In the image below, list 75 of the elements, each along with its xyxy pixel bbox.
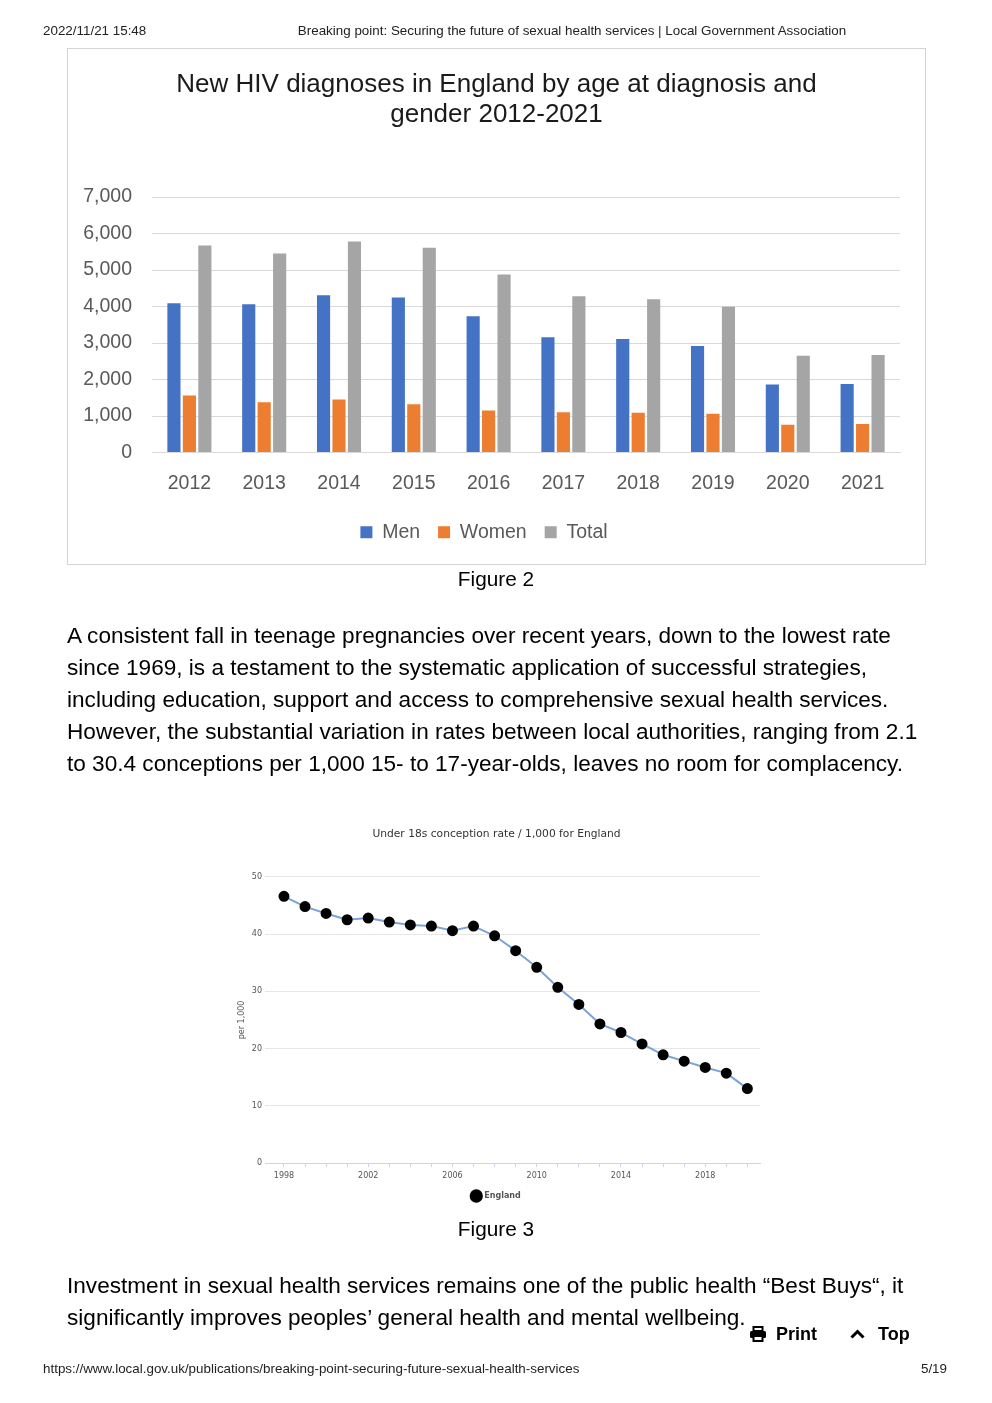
bar <box>482 410 496 452</box>
bar <box>182 395 196 452</box>
y-tick-label: 7,000 <box>83 184 133 207</box>
x-tick-label: 1998 <box>273 1170 295 1180</box>
legend-label: Men <box>382 519 421 542</box>
bar <box>347 241 362 452</box>
x-tick-label: 2018 <box>695 1170 716 1180</box>
y-axis-title: per 1,000 <box>236 1000 246 1040</box>
y-tick-label: 5,000 <box>83 257 133 280</box>
x-tick-label: 2015 <box>392 470 436 493</box>
bar <box>257 402 271 452</box>
bar <box>316 295 331 452</box>
bar <box>497 274 511 452</box>
y-tick-label: 0 <box>121 439 133 462</box>
bar <box>242 304 256 452</box>
text: https://www.local.gov.uk/publications/breaking-point-securing-future-sexual-health-services <box>43 1360 580 1378</box>
y-tick-label: 3,000 <box>83 330 133 353</box>
x-tick-label: 2014 <box>317 470 361 493</box>
bar <box>332 399 346 452</box>
bar <box>391 297 405 452</box>
text: 5/19 <box>920 1360 947 1378</box>
bar <box>647 299 661 452</box>
bar <box>856 424 870 452</box>
bar <box>556 412 570 452</box>
text: A consistent fall in teenage pregnancies over recent years, down to the lowest rate since 1969, is a testament to the systematic application of successful strategies, including education, support and access to comprehensive sexual health services. However, the substantial variation in rates between local authorities, ranging from 2.1 to 30.4 conceptions per 1,000 15- to 17-year-olds, leaves no room for complacency. <box>67 622 919 778</box>
x-tick-label: 2021 <box>840 470 885 493</box>
bar <box>840 383 854 452</box>
caption: Figure 3 <box>457 1217 535 1240</box>
x-tick-label: 2013 <box>242 470 286 493</box>
bar <box>466 316 480 452</box>
x-tick-label: 2019 <box>691 470 735 493</box>
bar <box>690 345 705 452</box>
legend-label: Total <box>566 519 608 542</box>
bar <box>706 413 720 452</box>
x-tick-label: 2020 <box>766 470 810 493</box>
y-tick-label: 1,000 <box>83 403 133 426</box>
text: Top <box>878 1323 910 1346</box>
bar <box>198 245 212 452</box>
x-tick-label: 2017 <box>541 470 586 493</box>
bar <box>765 384 779 452</box>
y-tick-label: 30 <box>251 986 262 996</box>
bar <box>781 424 795 452</box>
bar <box>541 337 555 452</box>
chart-title: New HIV diagnoses in England by age at diagnosis and gender 2012-2021 <box>175 68 818 128</box>
bar <box>422 247 436 452</box>
caption: Figure 2 <box>457 567 535 590</box>
bar <box>407 404 421 452</box>
y-tick-label: 40 <box>251 929 262 939</box>
y-tick-label: 4,000 <box>83 293 133 316</box>
legend-label: Women <box>459 519 527 542</box>
y-tick-label: 20 <box>251 1043 262 1053</box>
x-tick-label: 2002 <box>358 1170 379 1180</box>
y-tick-label: 0 <box>256 1158 262 1168</box>
bar <box>273 253 287 452</box>
y-tick-label: 10 <box>251 1100 262 1110</box>
bar <box>616 338 630 452</box>
x-tick-label: 2018 <box>616 470 660 493</box>
y-tick-label: 2,000 <box>83 366 133 389</box>
x-tick-label: 2010 <box>526 1170 547 1180</box>
legend-label: England <box>484 1191 521 1201</box>
text: 2022/11/21 15:48 <box>43 22 147 40</box>
y-tick-label: 50 <box>251 871 262 881</box>
chart-title: Under 18s conception rate / 1,000 for England <box>372 827 621 841</box>
bar <box>631 412 645 452</box>
x-tick-label: 2014 <box>610 1170 632 1180</box>
bar <box>871 355 885 452</box>
bar <box>572 296 586 452</box>
bar <box>721 306 736 452</box>
bar <box>167 303 181 452</box>
y-tick-label: 6,000 <box>83 220 133 243</box>
x-tick-label: 2012 <box>167 470 212 493</box>
text: Breaking point: Securing the future of sexual health services | Local Government Association <box>297 23 847 38</box>
x-tick-label: 2016 <box>466 470 511 493</box>
x-tick-label: 2006 <box>442 1170 463 1180</box>
bar <box>796 355 810 452</box>
